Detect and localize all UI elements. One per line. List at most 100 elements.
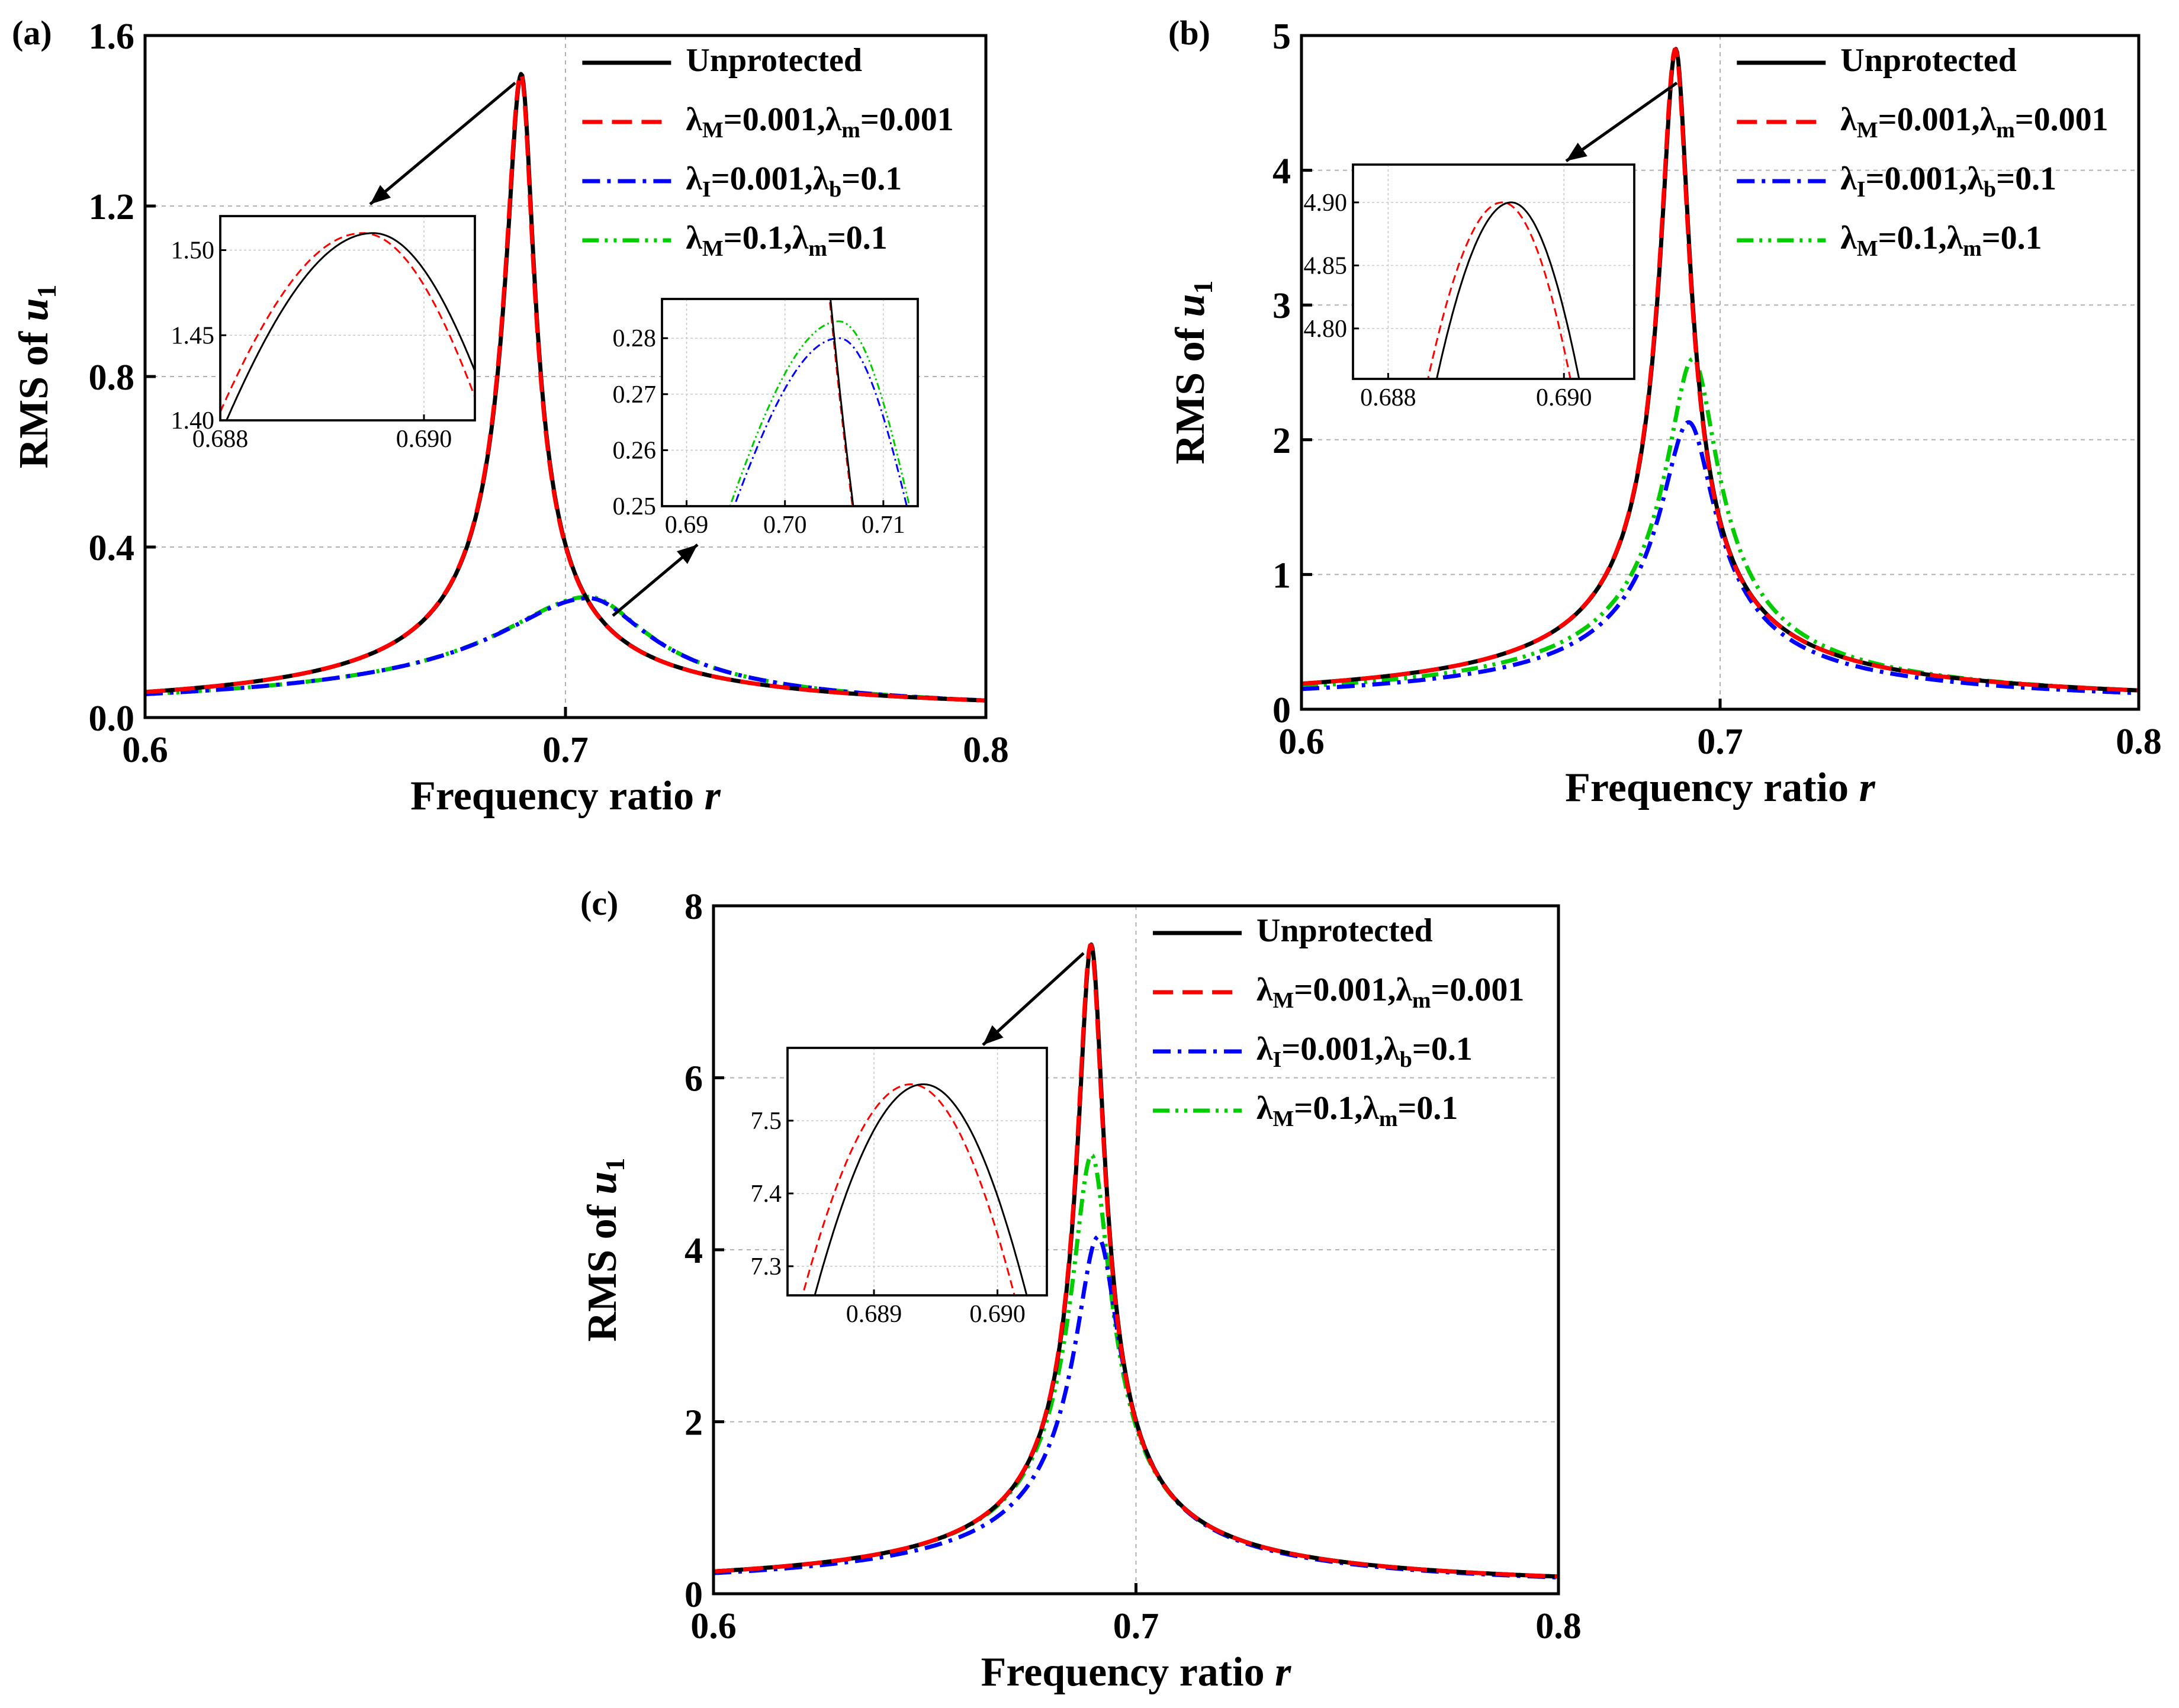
series-group: [1300, 47, 2140, 696]
inset-x-tick-label: 0.690: [396, 426, 452, 453]
axis-ticks: 0.6 0.7 0.8 0.0 0.4 0.8 1.2 1.6: [89, 17, 1009, 770]
x-tick-label: 0.7: [542, 730, 589, 770]
legend-entry: λM=0.1,λm=0.1: [686, 220, 887, 261]
y-tick-label: 1.2: [89, 187, 135, 227]
y-tick-label: 0: [1272, 690, 1291, 731]
legend-entry: Unprotected: [1256, 912, 1433, 949]
y-axis-variable: u: [580, 1172, 625, 1195]
y-axis-variable: u: [1168, 294, 1213, 317]
legend-entry: λM=0.001,λm=0.001: [1840, 101, 2108, 143]
y-tick-label: 1: [1272, 555, 1291, 596]
inset-series-line-0: [225, 232, 475, 420]
x-axis-label: Frequency ratio r: [410, 773, 721, 819]
inset-series-line-0: [814, 1083, 1028, 1295]
gridlines: [145, 36, 986, 718]
inset-series: [801, 1083, 1028, 1295]
legend-entry: λI=0.001,λb=0.1: [1256, 1031, 1473, 1072]
inset-x-tick-label: 0.690: [969, 1301, 1026, 1328]
y-tick-label: 0.0: [89, 699, 135, 739]
chart-panel-a: 0.6 0.7 0.8 0.0 0.4 0.8 1.2 1.6 Frequency ratio …: [11, 14, 1009, 819]
chart-panel-b: 0.6 0.7 0.8 0 1 2 3 4 5 Frequency ratio r RMS of u…: [1168, 14, 2162, 810]
inset-series-line-0: [1435, 201, 1580, 379]
callout-arrowhead: [370, 185, 391, 204]
inset-x-tick-label: 0.71: [862, 512, 905, 539]
panel-label: (c): [580, 884, 618, 922]
x-tick-label: 0.8: [963, 730, 1009, 770]
y-tick-label: 2: [1272, 421, 1291, 461]
inset-series-line-2: [733, 337, 908, 506]
inset-y-tick-label: 0.27: [613, 381, 657, 408]
series-group: [712, 942, 1560, 1580]
inset-plot: 0.688 0.690 1.40 1.45 1.50: [171, 82, 516, 453]
callout-arrowhead: [1566, 142, 1587, 161]
inset-y-tick-label: 1.50: [171, 237, 215, 265]
inset-series: [220, 232, 475, 420]
inset-plot: 0.688 0.690 4.80 4.85 4.90: [1304, 81, 1678, 411]
y-tick-label: 8: [684, 887, 703, 927]
inset-y-tick-label: 7.3: [751, 1253, 782, 1281]
x-tick-label: 0.8: [1535, 1606, 1582, 1646]
inset-plot: 0.69 0.70 0.71 0.25 0.26 0.27 0.28: [612, 298, 919, 617]
legend: Unprotected λM=0.001,λm=0.001 λI=0.001,λb=…: [1737, 42, 2109, 261]
x-tick-label: 0.6: [1278, 722, 1325, 762]
y-tick-label: 4: [1272, 152, 1291, 192]
y-axis-variable: u: [11, 298, 57, 321]
x-axis-variable: r: [705, 773, 721, 819]
inset-y-tick-label: 4.90: [1304, 189, 1348, 217]
inset-y-tick-label: 1.45: [171, 322, 215, 349]
legend-entry: λM=0.001,λm=0.001: [1256, 972, 1524, 1013]
inset-x-tick-label: 0.688: [192, 426, 249, 453]
x-axis-label: Frequency ratio r: [1565, 765, 1875, 810]
inset-x-tick-label: 0.70: [763, 512, 807, 539]
y-axis-subscript: 1: [31, 285, 62, 298]
series-line-2: [1300, 420, 2140, 696]
inset-frame: [1352, 163, 1635, 380]
chart-panel-c: 0.6 0.7 0.8 0 2 4 6 8 Frequency ratio r RMS of u1…: [580, 884, 1582, 1695]
inset-border: [661, 298, 919, 507]
y-tick-label: 3: [1272, 286, 1291, 326]
gridlines: [1301, 36, 2139, 709]
y-tick-label: 0.4: [89, 528, 135, 568]
x-axis-variable: r: [1275, 1649, 1291, 1695]
x-tick-label: 0.6: [690, 1606, 737, 1646]
y-tick-label: 2: [684, 1403, 703, 1443]
y-axis-label: RMS of u1: [11, 285, 62, 469]
y-tick-label: 4: [684, 1231, 703, 1271]
inset-series-line-1: [220, 232, 475, 413]
y-tick-label: 6: [684, 1059, 703, 1099]
y-axis-label: RMS of u1: [1168, 281, 1218, 465]
y-tick-label: 1.6: [89, 17, 135, 57]
x-tick-label: 0.8: [2116, 722, 2162, 762]
inset-y-tick-label: 0.28: [613, 325, 657, 352]
inset-plot: 0.689 0.690 7.3 7.4 7.5: [751, 952, 1085, 1328]
x-tick-label: 0.7: [1697, 722, 1743, 762]
callout-arrow: [1565, 81, 1678, 163]
inset-y-tick-label: 7.4: [751, 1181, 782, 1208]
inset-series-line-1: [801, 1083, 1015, 1295]
legend-entry: λM=0.1,λm=0.1: [1256, 1090, 1458, 1131]
y-tick-label: 0: [684, 1575, 703, 1615]
inset-border: [1352, 163, 1635, 380]
legend-entry: λI=0.001,λb=0.1: [1840, 160, 2056, 202]
inset-y-tick-label: 0.26: [613, 437, 657, 464]
callout-arrowhead: [676, 545, 698, 564]
y-axis-subscript: 1: [600, 1158, 630, 1172]
inset-y-tick-label: 4.80: [1304, 316, 1348, 343]
gridlines: [714, 906, 1558, 1594]
callout-arrow: [982, 952, 1085, 1046]
inset-x-tick-label: 0.689: [846, 1301, 902, 1328]
y-tick-label: 0.8: [89, 358, 135, 398]
x-tick-label: 0.6: [122, 730, 168, 770]
inset-x-tick-label: 0.69: [665, 512, 709, 539]
legend: Unprotected λM=0.001,λm=0.001 λI=0.001,λb=…: [582, 42, 954, 261]
legend-entry: λM=0.1,λm=0.1: [1840, 220, 2042, 261]
series-line-1: [712, 943, 1560, 1579]
inset-x-tick-label: 0.688: [1360, 384, 1416, 411]
legend: Unprotected λM=0.001,λm=0.001 λI=0.001,λb=…: [1153, 912, 1524, 1131]
y-axis-label: RMS of u1: [580, 1158, 630, 1342]
y-axis-subscript: 1: [1188, 281, 1218, 294]
legend-entry: λM=0.001,λm=0.001: [686, 101, 953, 143]
legend-entry: λI=0.001,λb=0.1: [686, 160, 902, 202]
x-axis-label: Frequency ratio r: [981, 1649, 1291, 1695]
axis-ticks: 0.6 0.7 0.8 0 1 2 3 4 5: [1272, 17, 2162, 762]
